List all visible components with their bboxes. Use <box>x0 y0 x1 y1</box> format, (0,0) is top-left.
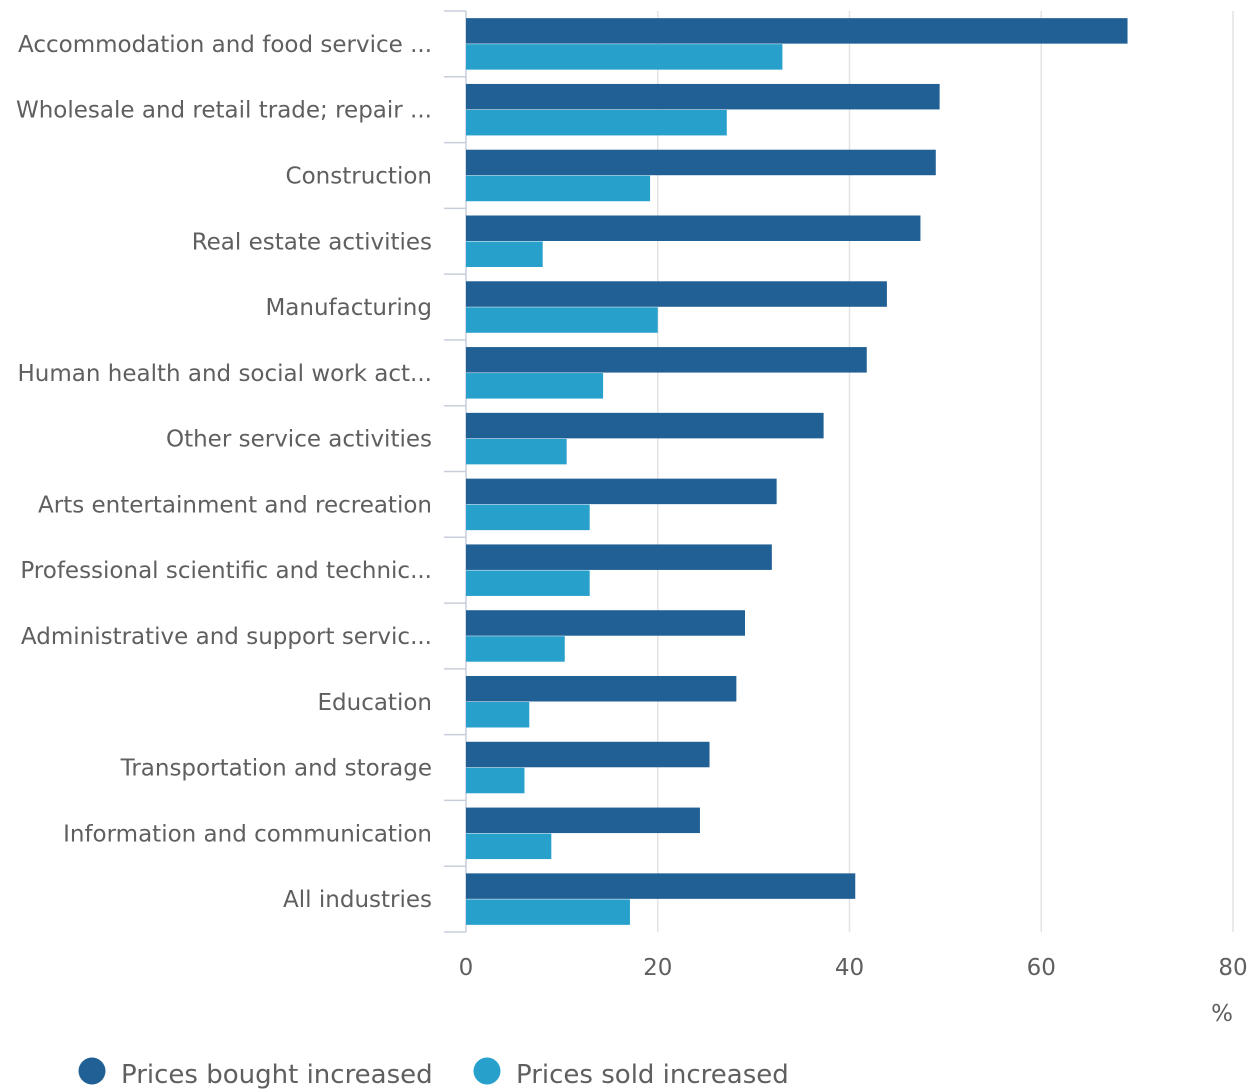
bar-sold <box>466 241 543 267</box>
x-tick-label: 60 <box>1027 955 1056 981</box>
bar-bought <box>466 741 710 768</box>
bar-sold <box>466 44 783 70</box>
category-label: Education <box>317 690 432 716</box>
category-label: Other service activities <box>166 427 432 453</box>
category-label: Human health and social work act... <box>17 361 432 387</box>
category-labels: Accommodation and food service ... Wholes… <box>16 32 432 913</box>
bar-bought <box>466 347 867 373</box>
x-tick-label: 80 <box>1218 955 1247 981</box>
category-label: Accommodation and food service ... <box>18 32 432 58</box>
bar-bought <box>466 676 737 702</box>
category-label: All industries <box>283 887 432 913</box>
category-label: Construction <box>286 163 432 189</box>
bar-sold <box>466 175 651 202</box>
legend-label: Prices bought increased <box>121 1060 433 1090</box>
bar-sold <box>466 570 590 596</box>
legend-item: Prices bought increased <box>78 1057 433 1090</box>
category-label: Transportation and storage <box>120 756 432 782</box>
bar-sold <box>466 636 565 662</box>
bar-bought <box>466 215 921 241</box>
bar-sold <box>466 373 604 399</box>
x-axis-unit-label: % <box>1211 1001 1233 1027</box>
bar-sold <box>466 767 525 794</box>
bar-sold <box>466 438 567 465</box>
x-tick-label: 20 <box>643 955 672 981</box>
bar-bought <box>466 18 1128 44</box>
category-label: Professional scientific and technic... <box>20 558 432 584</box>
bar-bought <box>466 281 887 307</box>
bar-bought <box>466 873 856 899</box>
bar-sold <box>466 109 727 136</box>
category-label: Information and communication <box>63 821 432 847</box>
bar-sold <box>466 307 658 333</box>
bar-sold <box>466 833 552 860</box>
x-axis-ticks: 0 20 40 60 80 <box>459 955 1248 981</box>
bar-bought <box>466 807 700 834</box>
y-axis <box>444 10 467 933</box>
bars <box>466 18 1128 925</box>
x-tick-label: 0 <box>459 955 474 981</box>
bar-bought <box>466 478 777 505</box>
bar-bought <box>466 149 936 176</box>
legend-swatch-icon <box>473 1057 501 1085</box>
category-label: Administrative and support servic... <box>21 624 432 650</box>
legend-label: Prices sold increased <box>516 1060 789 1090</box>
category-label: Wholesale and retail trade; repair ... <box>16 98 432 124</box>
legend: Prices bought increased Prices sold incre… <box>78 1057 789 1090</box>
bar-bought <box>466 83 940 110</box>
bar-bought <box>466 412 824 439</box>
category-label: Arts entertainment and recreation <box>38 492 432 518</box>
legend-swatch-icon <box>78 1057 106 1085</box>
bar-sold <box>466 899 630 925</box>
gridlines <box>657 11 1234 932</box>
x-tick-label: 40 <box>835 955 864 981</box>
category-label: Real estate activities <box>192 229 432 255</box>
bar-bought <box>466 610 745 636</box>
category-label: Manufacturing <box>265 295 432 321</box>
legend-item: Prices sold increased <box>473 1057 789 1090</box>
bar-sold <box>466 504 590 531</box>
bar-sold <box>466 702 530 728</box>
bar-bought <box>466 544 772 570</box>
